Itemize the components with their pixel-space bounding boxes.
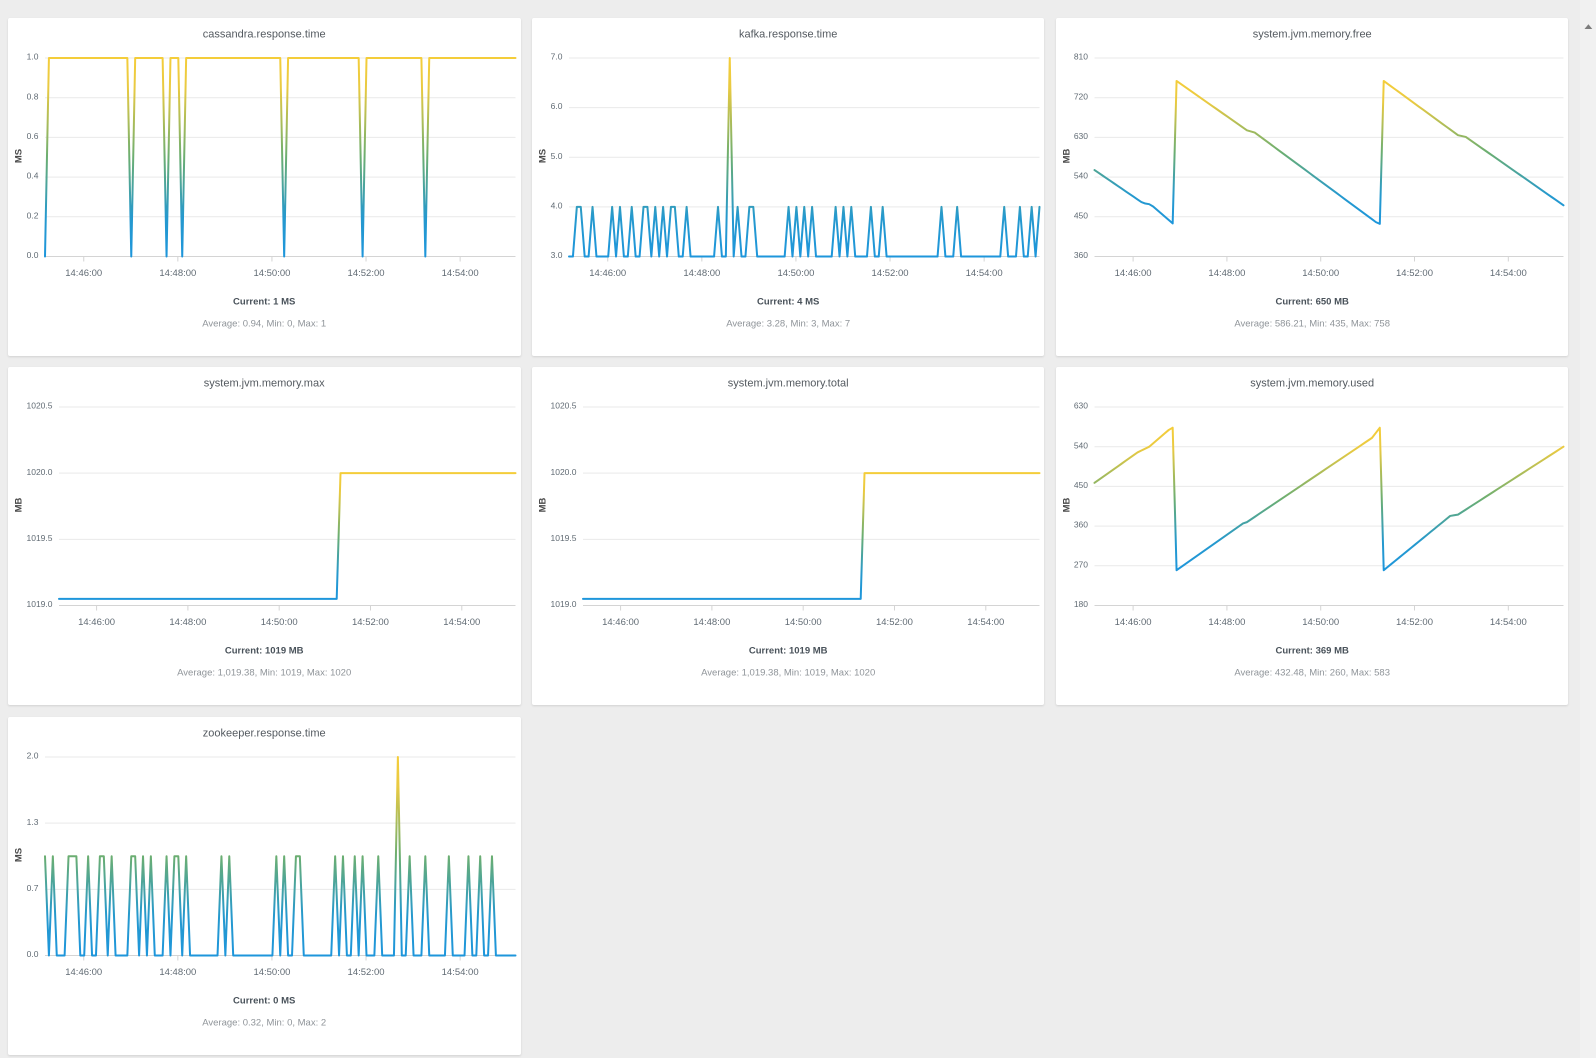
svg-text:810: 810 — [1073, 51, 1087, 61]
svg-text:zookeeper.response.time: zookeeper.response.time — [203, 727, 326, 739]
svg-text:5.0: 5.0 — [550, 150, 562, 160]
svg-text:14:50:00: 14:50:00 — [1302, 617, 1339, 628]
svg-text:14:48:00: 14:48:00 — [159, 967, 196, 978]
svg-text:3.0: 3.0 — [550, 250, 562, 260]
svg-text:0.0: 0.0 — [27, 250, 39, 260]
svg-text:720: 720 — [1073, 91, 1087, 101]
svg-text:Current: 369 MB: Current: 369 MB — [1275, 645, 1349, 656]
svg-text:1019.5: 1019.5 — [27, 532, 53, 542]
svg-text:1020.0: 1020.0 — [550, 466, 576, 476]
svg-text:MS: MS — [14, 847, 25, 861]
svg-text:14:54:00: 14:54:00 — [965, 268, 1002, 279]
svg-text:14:52:00: 14:52:00 — [875, 617, 912, 628]
svg-text:0.6: 0.6 — [27, 131, 39, 141]
svg-text:1019.5: 1019.5 — [550, 532, 576, 542]
svg-text:14:48:00: 14:48:00 — [683, 268, 720, 279]
svg-text:MS: MS — [14, 148, 25, 162]
svg-text:630: 630 — [1073, 131, 1087, 141]
svg-text:Current: 1 MS: Current: 1 MS — [233, 296, 295, 307]
svg-text:14:50:00: 14:50:00 — [1302, 268, 1339, 279]
svg-text:360: 360 — [1073, 519, 1087, 529]
svg-text:MS: MS — [537, 148, 548, 162]
svg-text:MB: MB — [14, 497, 25, 512]
svg-text:0.4: 0.4 — [27, 170, 39, 180]
svg-text:Average: 3.28, Min: 3, Max: 7: Average: 3.28, Min: 3, Max: 7 — [726, 318, 850, 329]
svg-text:1020.5: 1020.5 — [550, 400, 576, 410]
svg-text:14:46:00: 14:46:00 — [65, 967, 102, 978]
svg-text:14:50:00: 14:50:00 — [253, 967, 290, 978]
svg-text:14:54:00: 14:54:00 — [442, 268, 479, 279]
svg-text:14:46:00: 14:46:00 — [1114, 268, 1151, 279]
svg-text:14:50:00: 14:50:00 — [777, 268, 814, 279]
svg-text:kafka.response.time: kafka.response.time — [738, 28, 836, 40]
svg-text:1020.5: 1020.5 — [27, 400, 53, 410]
svg-text:cassandra.response.time: cassandra.response.time — [203, 28, 326, 40]
svg-text:Average: 432.48, Min: 260, Max: Average: 432.48, Min: 260, Max: 583 — [1234, 667, 1390, 678]
svg-text:14:46:00: 14:46:00 — [589, 268, 626, 279]
svg-text:14:52:00: 14:52:00 — [1396, 268, 1433, 279]
svg-text:14:46:00: 14:46:00 — [65, 268, 102, 279]
svg-text:Current: 4 MS: Current: 4 MS — [757, 296, 819, 307]
svg-text:14:52:00: 14:52:00 — [352, 617, 389, 628]
svg-text:1019.0: 1019.0 — [27, 599, 53, 609]
svg-text:Average: 0.94, Min: 0, Max: 1: Average: 0.94, Min: 0, Max: 1 — [202, 318, 326, 329]
svg-text:Average: 586.21, Min: 435, Max: Average: 586.21, Min: 435, Max: 758 — [1234, 318, 1390, 329]
svg-text:14:54:00: 14:54:00 — [1489, 268, 1526, 279]
svg-text:MB: MB — [1061, 497, 1072, 512]
svg-text:14:46:00: 14:46:00 — [78, 617, 115, 628]
svg-text:Current: 0 MS: Current: 0 MS — [233, 995, 295, 1006]
svg-text:180: 180 — [1073, 599, 1087, 609]
svg-text:system.jvm.memory.free: system.jvm.memory.free — [1252, 28, 1371, 40]
svg-text:14:52:00: 14:52:00 — [348, 268, 385, 279]
svg-text:540: 540 — [1073, 170, 1087, 180]
svg-text:14:48:00: 14:48:00 — [1208, 617, 1245, 628]
svg-text:14:46:00: 14:46:00 — [1114, 617, 1151, 628]
svg-text:14:46:00: 14:46:00 — [602, 617, 639, 628]
svg-text:450: 450 — [1073, 480, 1087, 490]
svg-text:14:52:00: 14:52:00 — [871, 268, 908, 279]
svg-text:system.jvm.memory.used: system.jvm.memory.used — [1250, 377, 1374, 389]
svg-text:14:54:00: 14:54:00 — [1489, 617, 1526, 628]
svg-text:1020.0: 1020.0 — [27, 466, 53, 476]
svg-text:Current: 650 MB: Current: 650 MB — [1275, 296, 1349, 307]
svg-text:1.0: 1.0 — [27, 51, 39, 61]
svg-text:540: 540 — [1073, 440, 1087, 450]
svg-text:Current: 1019 MB: Current: 1019 MB — [748, 645, 827, 656]
svg-text:1.3: 1.3 — [27, 816, 39, 826]
svg-text:MB: MB — [537, 497, 548, 512]
svg-text:2.0: 2.0 — [27, 750, 39, 760]
svg-text:14:54:00: 14:54:00 — [967, 617, 1004, 628]
svg-text:14:48:00: 14:48:00 — [693, 617, 730, 628]
svg-text:14:50:00: 14:50:00 — [253, 268, 290, 279]
svg-text:14:48:00: 14:48:00 — [1208, 268, 1245, 279]
svg-text:0.2: 0.2 — [27, 210, 39, 220]
svg-text:14:48:00: 14:48:00 — [169, 617, 206, 628]
svg-text:14:50:00: 14:50:00 — [261, 617, 298, 628]
svg-text:14:54:00: 14:54:00 — [443, 617, 480, 628]
svg-text:0.0: 0.0 — [27, 949, 39, 959]
svg-text:14:54:00: 14:54:00 — [442, 967, 479, 978]
svg-text:270: 270 — [1073, 559, 1087, 569]
svg-text:system.jvm.memory.total: system.jvm.memory.total — [727, 377, 848, 389]
svg-text:Average: 1,019.38, Min: 1019,: Average: 1,019.38, Min: 1019, Max: 1020 — [701, 667, 875, 678]
svg-text:system.jvm.memory.max: system.jvm.memory.max — [204, 377, 325, 389]
svg-text:0.8: 0.8 — [27, 91, 39, 101]
svg-text:MB: MB — [1061, 148, 1072, 163]
svg-text:0.7: 0.7 — [27, 882, 39, 892]
svg-text:14:48:00: 14:48:00 — [159, 268, 196, 279]
svg-text:630: 630 — [1073, 400, 1087, 410]
svg-text:14:52:00: 14:52:00 — [1396, 617, 1433, 628]
svg-text:7.0: 7.0 — [550, 51, 562, 61]
svg-text:450: 450 — [1073, 210, 1087, 220]
svg-text:14:52:00: 14:52:00 — [348, 967, 385, 978]
svg-text:1019.0: 1019.0 — [550, 599, 576, 609]
svg-text:4.0: 4.0 — [550, 200, 562, 210]
svg-text:6.0: 6.0 — [550, 101, 562, 111]
svg-text:360: 360 — [1073, 250, 1087, 260]
svg-text:Average: 1,019.38, Min: 1019,: Average: 1,019.38, Min: 1019, Max: 1020 — [177, 667, 351, 678]
svg-text:14:50:00: 14:50:00 — [784, 617, 821, 628]
svg-text:Average: 0.32, Min: 0, Max: 2: Average: 0.32, Min: 0, Max: 2 — [202, 1017, 326, 1028]
svg-text:Current: 1019 MB: Current: 1019 MB — [225, 645, 304, 656]
